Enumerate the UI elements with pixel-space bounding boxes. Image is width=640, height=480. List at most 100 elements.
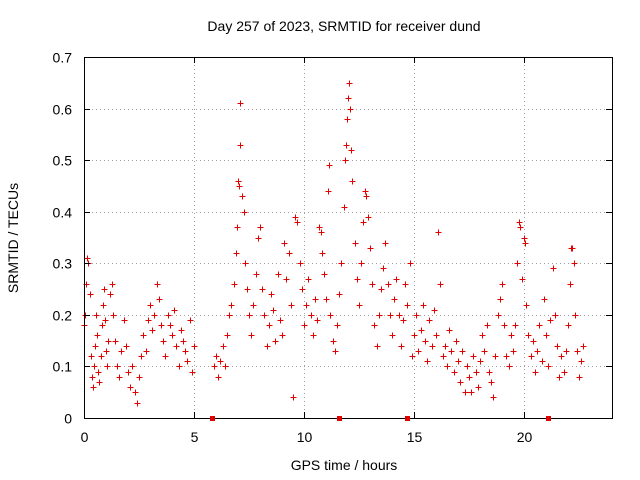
data-point bbox=[517, 224, 524, 231]
data-point bbox=[299, 286, 306, 293]
data-point bbox=[365, 214, 372, 221]
data-point bbox=[327, 312, 334, 319]
data-point bbox=[231, 281, 238, 288]
data-point bbox=[101, 286, 108, 293]
data-point bbox=[346, 80, 353, 87]
data-point bbox=[563, 348, 570, 355]
data-point bbox=[149, 327, 156, 334]
data-point bbox=[558, 353, 565, 360]
data-point bbox=[516, 219, 523, 226]
data-point bbox=[532, 369, 539, 376]
data-point bbox=[180, 338, 187, 345]
data-point bbox=[512, 322, 519, 329]
data-point bbox=[222, 363, 229, 370]
data-point bbox=[94, 332, 101, 339]
data-point bbox=[501, 322, 508, 329]
data-point bbox=[541, 296, 548, 303]
x-tick-label: 10 bbox=[297, 429, 313, 445]
data-point bbox=[510, 348, 517, 355]
data-point bbox=[481, 348, 488, 355]
data-point bbox=[349, 178, 356, 185]
data-point bbox=[393, 276, 400, 283]
data-point bbox=[136, 374, 143, 381]
data-point bbox=[521, 235, 528, 242]
data-point bbox=[277, 317, 284, 324]
data-point bbox=[435, 229, 442, 236]
data-point bbox=[457, 379, 464, 386]
data-point bbox=[114, 363, 121, 370]
data-point bbox=[165, 312, 172, 319]
data-point bbox=[112, 338, 119, 345]
data-point bbox=[92, 343, 99, 350]
data-point bbox=[490, 394, 497, 401]
data-point bbox=[237, 100, 244, 107]
data-point bbox=[352, 240, 359, 247]
data-point bbox=[244, 286, 251, 293]
data-point bbox=[567, 281, 574, 288]
data-point bbox=[424, 358, 431, 365]
data-point bbox=[125, 369, 132, 376]
data-point bbox=[336, 291, 343, 298]
data-point bbox=[292, 214, 299, 221]
data-point bbox=[415, 348, 422, 355]
data-point bbox=[409, 353, 416, 360]
data-point bbox=[160, 338, 167, 345]
y-tick-label: 0 bbox=[64, 411, 72, 427]
data-point bbox=[93, 312, 100, 319]
data-point bbox=[213, 353, 220, 360]
data-point bbox=[248, 332, 255, 339]
data-point bbox=[167, 322, 174, 329]
data-point bbox=[151, 312, 158, 319]
data-point bbox=[437, 281, 444, 288]
data-point bbox=[259, 286, 266, 293]
data-point bbox=[310, 332, 317, 339]
data-point bbox=[400, 317, 407, 324]
data-point bbox=[418, 327, 425, 334]
data-point bbox=[433, 332, 440, 339]
data-point bbox=[110, 312, 117, 319]
data-point bbox=[171, 307, 178, 314]
data-point bbox=[479, 332, 486, 339]
data-point bbox=[385, 281, 392, 288]
data-point bbox=[318, 229, 325, 236]
data-point bbox=[525, 332, 532, 339]
data-point bbox=[255, 235, 262, 242]
data-point bbox=[358, 260, 365, 267]
data-point bbox=[576, 374, 583, 381]
data-point bbox=[91, 363, 98, 370]
data-point bbox=[99, 322, 106, 329]
data-point bbox=[123, 343, 130, 350]
data-point bbox=[422, 338, 429, 345]
data-point bbox=[281, 240, 288, 247]
data-point bbox=[345, 95, 352, 102]
data-point bbox=[294, 219, 301, 226]
data-point bbox=[178, 327, 185, 334]
data-point bbox=[215, 374, 222, 381]
data-point bbox=[303, 302, 310, 309]
data-point bbox=[236, 183, 243, 190]
data-point bbox=[154, 281, 161, 288]
data-point bbox=[239, 193, 246, 200]
baseline-marker bbox=[546, 416, 551, 421]
data-point bbox=[121, 317, 128, 324]
data-point bbox=[561, 369, 568, 376]
y-tick-label: 0.7 bbox=[53, 50, 73, 66]
data-point bbox=[105, 338, 112, 345]
data-point bbox=[286, 250, 293, 257]
data-point bbox=[228, 302, 235, 309]
data-point bbox=[341, 204, 348, 211]
data-point bbox=[569, 245, 576, 252]
data-point bbox=[308, 312, 315, 319]
data-point bbox=[486, 369, 493, 376]
baseline-marker bbox=[405, 416, 410, 421]
data-point bbox=[138, 353, 145, 360]
plot-frame bbox=[84, 57, 613, 419]
data-point bbox=[118, 348, 125, 355]
data-point bbox=[543, 332, 550, 339]
data-point bbox=[396, 312, 403, 319]
data-point bbox=[459, 348, 466, 355]
data-point bbox=[580, 343, 587, 350]
data-point bbox=[556, 374, 563, 381]
data-point bbox=[162, 353, 169, 360]
